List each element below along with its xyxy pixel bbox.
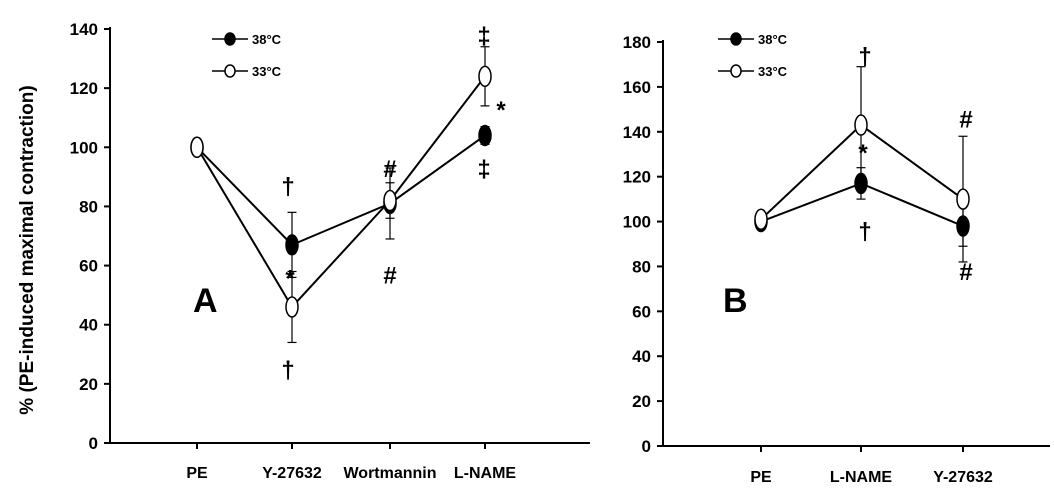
y-tick-label: 60	[79, 257, 98, 276]
y-tick-label: 20	[632, 392, 651, 411]
legend-label: 38°C	[758, 32, 788, 47]
significance-mark: †	[858, 43, 871, 70]
legend-marker-filled	[730, 32, 742, 46]
panel-label: A	[193, 282, 218, 320]
data-point-open	[478, 65, 492, 88]
data-point-filled	[478, 124, 492, 147]
y-tick-label: 140	[623, 123, 651, 142]
significance-mark: #	[383, 156, 396, 183]
significance-mark: †	[281, 357, 294, 384]
data-point-open	[285, 296, 299, 318]
significance-mark: *	[496, 97, 506, 124]
x-tick-label: Wortmannin	[343, 465, 436, 482]
legend-marker-open	[730, 64, 742, 78]
panel-label: B	[723, 282, 748, 320]
y-tick-label: 140	[70, 20, 98, 39]
legend-label: 33°C	[252, 64, 282, 79]
y-tick-label: 120	[70, 79, 98, 98]
x-tick-label: L-NAME	[830, 469, 893, 486]
x-tick-label: Y-27632	[933, 469, 993, 486]
significance-mark: †	[858, 219, 871, 246]
y-axis-label: % (PE-induced maximal contraction)	[17, 85, 38, 414]
y-tick-label: 120	[623, 168, 651, 187]
significance-mark: *	[285, 265, 295, 292]
x-tick-label: Y-27632	[262, 465, 322, 482]
y-tick-label: 40	[632, 347, 651, 366]
y-tick-label: 80	[632, 257, 651, 276]
x-tick-label: L-NAME	[454, 465, 517, 482]
series-line	[196, 134, 486, 247]
series-line	[196, 75, 486, 309]
y-tick-label: 160	[623, 78, 651, 97]
significance-mark: *	[858, 140, 868, 167]
legend-marker-open	[224, 64, 236, 78]
data-point-open	[956, 188, 970, 210]
panel-b: 0 20 40 60 80 100 120 140 160 180 PE L-NAME Y-27632 3…	[623, 32, 1050, 486]
significance-mark: ‡	[477, 156, 490, 183]
significance-mark: #	[959, 106, 972, 133]
legend-marker-filled	[224, 32, 236, 46]
y-tick-label: 0	[89, 434, 98, 453]
significance-mark: †	[281, 174, 294, 201]
y-tick-label: 40	[79, 316, 98, 335]
data-point-open	[383, 189, 397, 212]
y-tick-label: 0	[642, 437, 651, 456]
y-tick-label: 100	[70, 138, 98, 157]
y-tick-label: 20	[79, 375, 98, 394]
data-point-filled	[285, 234, 299, 256]
legend-label: 33°C	[758, 64, 788, 79]
x-tick-label: PE	[186, 465, 208, 482]
x-tick-label: PE	[750, 469, 772, 486]
significance-mark: ‡	[477, 23, 490, 50]
panel-a: 0 20 40 60 80 100 120 140 PE Y-27632 Wortmannin L-N…	[70, 20, 590, 482]
data-point-filled	[956, 215, 970, 237]
data-point-open	[854, 114, 868, 136]
y-tick-label: 80	[79, 197, 98, 216]
legend-label: 38°C	[252, 32, 282, 47]
y-tick-label: 180	[623, 33, 651, 52]
data-point-open	[754, 208, 768, 231]
significance-mark: #	[959, 259, 972, 286]
y-tick-label: 100	[623, 213, 651, 232]
y-tick-label: 60	[632, 302, 651, 321]
data-point-open	[190, 136, 204, 159]
significance-mark: #	[383, 262, 396, 289]
data-point-filled	[854, 172, 868, 195]
